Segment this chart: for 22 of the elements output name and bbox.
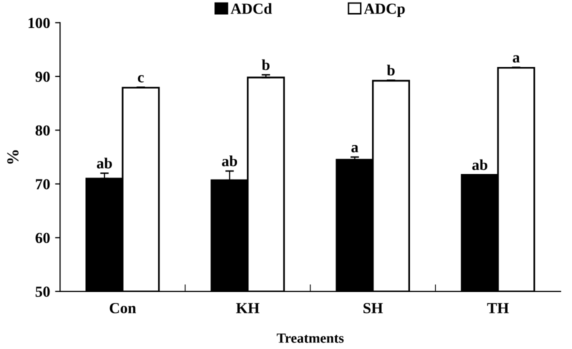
- y-tick-label: 70: [36, 179, 50, 190]
- data-label: ab: [472, 159, 488, 170]
- data-label: a: [512, 55, 520, 63]
- data-label: c: [138, 75, 144, 82]
- y-tick-label: 90: [35, 72, 50, 82]
- y-tick-label: 80: [36, 125, 50, 136]
- x-tick-label: TH: [487, 303, 509, 314]
- data-label: a: [351, 145, 358, 152]
- y-tick-label: 60: [36, 232, 50, 244]
- legend-label: ADCp: [364, 4, 405, 17]
- x-axis-title: Treatments: [276, 334, 344, 343]
- x-tick-label: KH: [236, 303, 260, 314]
- y-tick-label: 50: [36, 286, 50, 297]
- y-axis-title: %: [7, 150, 19, 164]
- data-label: ab: [222, 156, 238, 166]
- data-label: ab: [96, 158, 112, 168]
- data-label: b: [386, 64, 395, 76]
- x-tick-label: Con: [110, 303, 136, 314]
- data-label: b: [262, 59, 270, 70]
- x-tick-label: SH: [363, 303, 383, 314]
- y-tick-label: 100: [28, 18, 50, 28]
- legend-label: ADCd: [230, 3, 272, 14]
